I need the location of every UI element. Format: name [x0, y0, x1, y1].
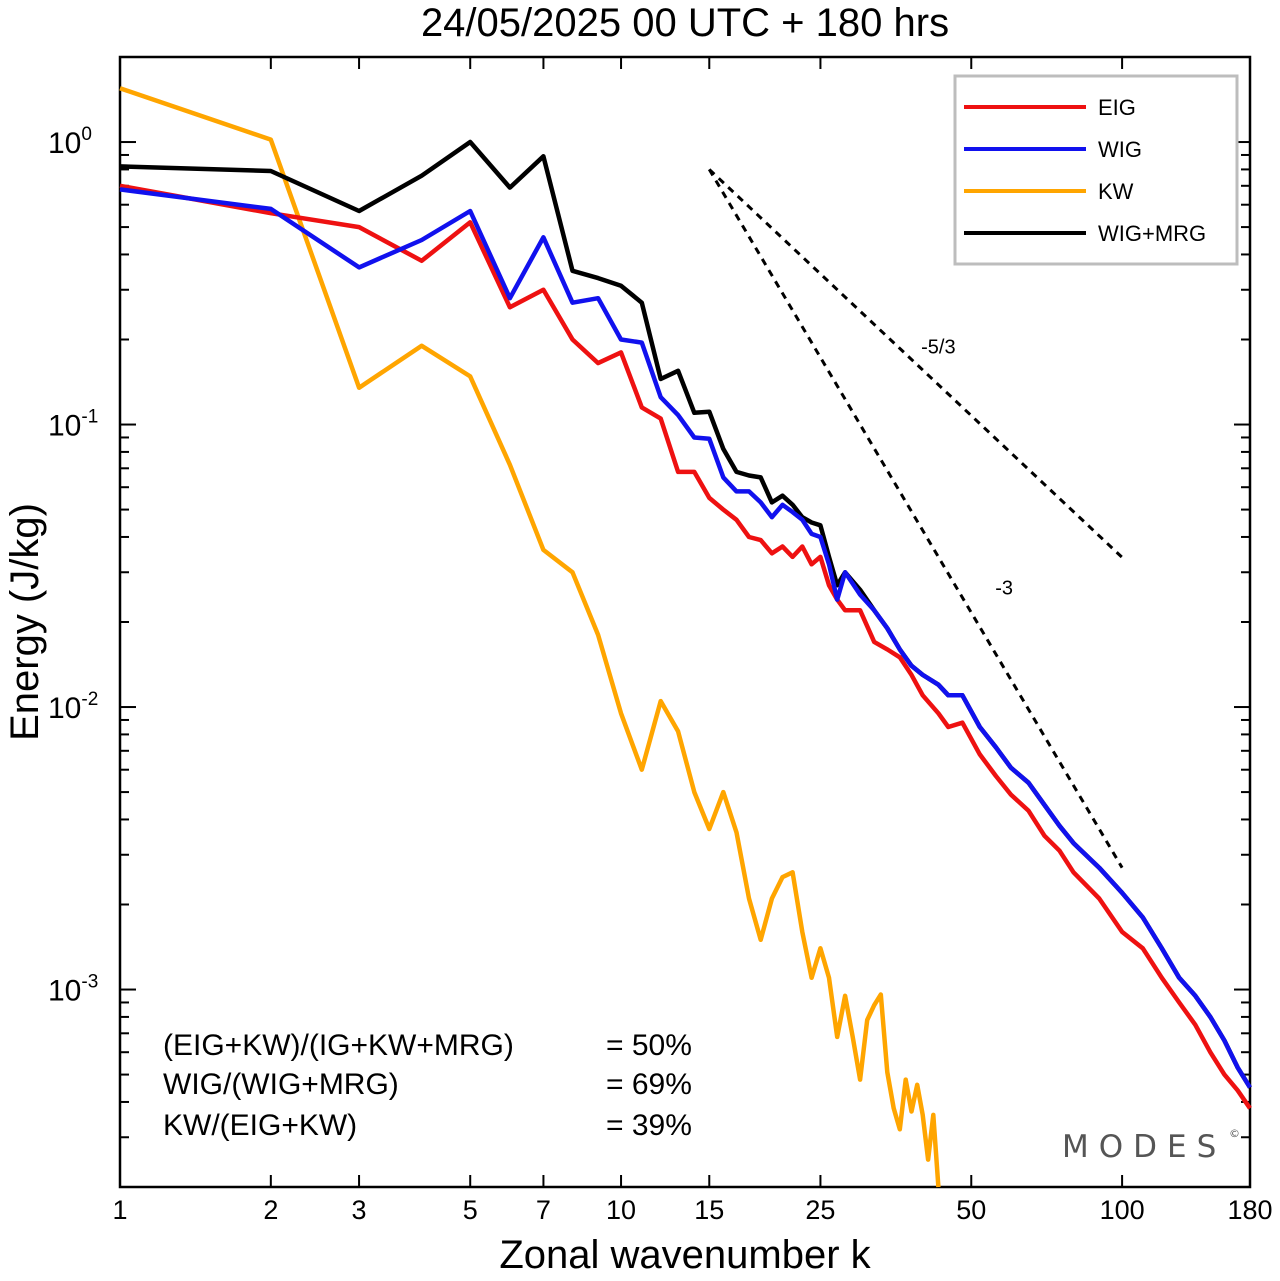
ratio-annotations: (EIG+KW)/(IG+KW+MRG) = 50% WIG/(WIG+MRG)…: [163, 1029, 692, 1142]
copyright-mark: ©: [1229, 1127, 1240, 1140]
ratio-label-eig-kw: (EIG+KW)/(IG+KW+MRG): [163, 1029, 514, 1062]
x-tick-labels: 1 2 3 5 7 10 15 25 50 100 180: [112, 1195, 1272, 1225]
x-tick-label: 2: [263, 1195, 278, 1225]
legend-label: KW: [1098, 179, 1134, 204]
slope-line: [707, 168, 1124, 869]
x-tick-label: 3: [352, 1195, 367, 1225]
slope-label: -3: [995, 578, 1013, 600]
ratio-value-kw: = 39%: [606, 1109, 692, 1142]
slope-label: -5/3: [921, 336, 955, 358]
y-tick-labels: 100 10-1 10-2 10-3: [48, 124, 98, 1008]
x-tick-label: 1: [112, 1195, 127, 1225]
ratio-value-eig-kw: = 50%: [606, 1029, 692, 1062]
y-tick-label: 10-1: [48, 407, 98, 443]
y-tick-label: 10-2: [48, 689, 98, 725]
chart-title: 24/05/2025 00 UTC + 180 hrs: [421, 1, 949, 45]
data-series: [119, 86, 1252, 1188]
x-axis-title: Zonal wavenumber k: [499, 1233, 871, 1277]
y-tick-label: 10-3: [48, 972, 98, 1008]
legend-label: WIG+MRG: [1098, 221, 1206, 246]
x-tick-label: 25: [805, 1195, 835, 1225]
series-line-eig: [119, 183, 1252, 1110]
legend-label: WIG: [1098, 137, 1142, 162]
series-line-wig: [119, 187, 1252, 1089]
x-tick-label: 10: [606, 1195, 636, 1225]
x-tick-label: 180: [1227, 1195, 1272, 1225]
axis-ticks: [119, 56, 1251, 1188]
y-tick-label: 100: [48, 124, 92, 160]
x-tick-label: 5: [463, 1195, 478, 1225]
x-tick-label: 50: [956, 1195, 986, 1225]
ratio-label-wig: WIG/(WIG+MRG): [163, 1068, 399, 1101]
legend-label: EIG: [1098, 95, 1136, 120]
y-axis-title: Energy (J/kg): [3, 503, 47, 741]
ratio-label-kw: KW/(EIG+KW): [163, 1109, 357, 1142]
series-line-kw: [119, 86, 941, 1188]
x-tick-label: 7: [536, 1195, 551, 1225]
legend: EIG WIG KW WIG+MRG: [953, 74, 1239, 266]
modes-watermark: MODES: [1062, 1129, 1226, 1165]
x-tick-label: 15: [694, 1195, 724, 1225]
x-tick-label: 100: [1100, 1195, 1145, 1225]
reference-slope-lines: -5/3 -3: [707, 168, 1124, 869]
slope-line: [708, 168, 1124, 559]
ratio-value-wig: = 69%: [606, 1068, 692, 1101]
